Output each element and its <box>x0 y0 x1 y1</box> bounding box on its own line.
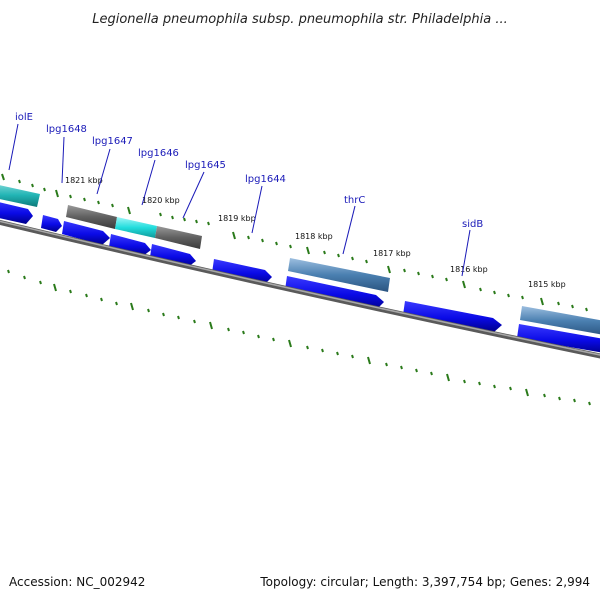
gene-label-lpg1647[interactable]: lpg1647 <box>92 136 133 147</box>
feature-highlight-track <box>0 183 600 336</box>
map-title: Legionella pneumophila subsp. pneumophil… <box>92 12 508 27</box>
cds-arrow[interactable] <box>62 221 110 245</box>
gene-label-sidB[interactable]: sidB <box>462 219 483 230</box>
cds-arrow[interactable] <box>403 301 502 332</box>
outer-tick-ring <box>1 173 588 312</box>
cds-arrow[interactable] <box>212 259 272 285</box>
gene-label-lpg1646[interactable]: lpg1646 <box>138 148 179 159</box>
cds-arrow[interactable] <box>285 276 384 310</box>
kbp-label: 1815 kbp <box>528 280 566 289</box>
feature-iolE-highlight[interactable] <box>0 183 40 207</box>
gene-label-thrC[interactable]: thrC <box>344 195 365 206</box>
cds-track <box>0 200 600 354</box>
kbp-label: 1817 kbp <box>373 249 411 258</box>
cds-arrow[interactable] <box>0 200 33 224</box>
feature-thrC-highlight[interactable] <box>288 258 390 292</box>
feature-lpg1647-highlight[interactable] <box>115 217 157 238</box>
feature-lpg1648-highlight[interactable] <box>66 205 117 229</box>
gene-label-lpg1645[interactable]: lpg1645 <box>185 160 226 171</box>
feature-lpg1646-highlight[interactable] <box>155 226 202 249</box>
cds-arrow[interactable] <box>517 324 600 354</box>
kbp-label: 1816 kbp <box>450 265 488 274</box>
cds-arrow[interactable] <box>150 244 196 267</box>
gene-label-lpg1648[interactable]: lpg1648 <box>46 124 87 135</box>
genome-summary-text: Topology: circular; Length: 3,397,754 bp… <box>259 575 590 589</box>
accession-text: Accession: NC_002942 <box>9 575 145 589</box>
kbp-label: 1821 kbp <box>65 176 103 185</box>
gene-label-iolE[interactable]: iolE <box>15 112 33 123</box>
kbp-label: 1818 kbp <box>295 232 333 241</box>
kbp-label: 1820 kbp <box>142 196 180 205</box>
inner-tick-ring <box>7 269 591 406</box>
feature-sidB-highlight[interactable] <box>520 306 600 336</box>
kbp-label: 1819 kbp <box>218 214 256 223</box>
cds-arrow[interactable] <box>41 215 62 232</box>
genome-backbone <box>0 219 600 359</box>
gene-leader-lines <box>8 123 471 277</box>
cds-arrow[interactable] <box>109 234 151 256</box>
gene-label-lpg1644[interactable]: lpg1644 <box>245 174 286 185</box>
